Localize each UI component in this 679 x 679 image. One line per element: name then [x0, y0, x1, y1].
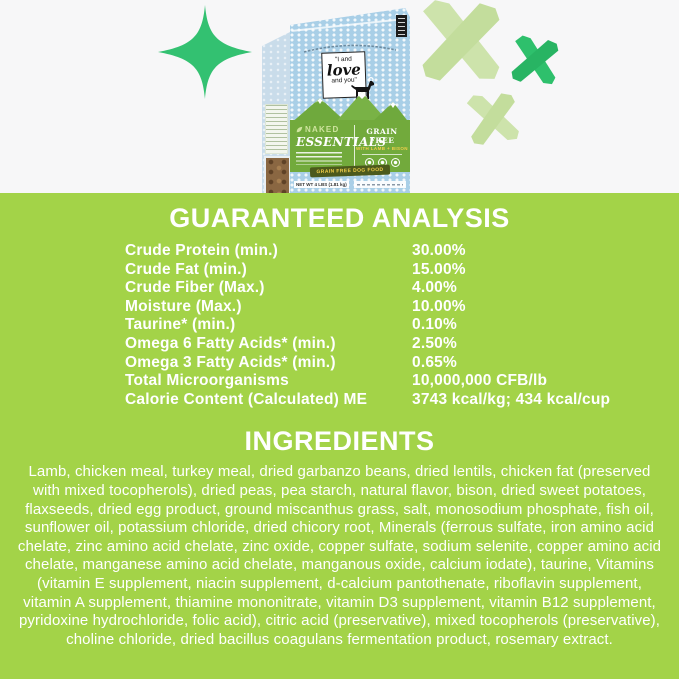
mountains-graphic: [290, 92, 410, 124]
sparkle-icon: [158, 5, 252, 99]
brand-arc-line: [303, 44, 397, 53]
feature-circle-icon: [390, 158, 400, 167]
analysis-label: Calorie Content (Calculated) ME: [125, 390, 368, 408]
analysis-value: 30.00%: [412, 242, 466, 259]
product-name-label: ESSENTIALS: [296, 135, 387, 149]
analysis-label: Total Microorganisms: [125, 372, 289, 390]
analysis-value: 0.65%: [412, 353, 457, 371]
side-info-panel: [265, 104, 288, 154]
info-section: GUARANTEED ANALYSIS Crude Protein (min.)…: [0, 193, 679, 679]
analysis-label: Omega 6 Fatty Acids* (min.): [125, 334, 336, 352]
bag-seal-tag: [396, 15, 407, 37]
analysis-row: Crude Fat (min.) 15.00%: [0, 261, 679, 280]
grain-free-banner: GRAIN FREE DOG FOOD: [309, 164, 391, 178]
analysis-row: Taurine* (min.) 0.10%: [0, 316, 679, 335]
product-bag: "I and love and you": [262, 8, 410, 194]
variant-subtitle: WITH LAMB + BISON: [356, 146, 408, 151]
tape-x-small-pale-icon: [466, 93, 519, 145]
analysis-value: 3743 kcal/kg; 434 kcal/cup: [412, 390, 611, 408]
side-strip-label: [354, 181, 406, 188]
analysis-label: Taurine* (min.): [125, 316, 236, 334]
ingredients-text: Lamb, chicken meal, turkey meal, dried g…: [17, 463, 662, 648]
analysis-row: Moisture (Max.) 10.00%: [0, 298, 679, 317]
analysis-row: Calorie Content (Calculated) ME 3743 kcal…: [0, 391, 679, 410]
variant-divider: [362, 154, 402, 155]
bag-top-seal: [292, 18, 404, 32]
ingredients-title: INGREDIENTS: [244, 426, 435, 457]
dog-silhouette-icon: [351, 76, 374, 99]
analysis-value: 0.10%: [412, 316, 457, 334]
banner-label: GRAIN FREE DOG FOOD: [316, 166, 384, 176]
fine-print-lines: [296, 152, 342, 165]
tape-x-small-green-icon: [511, 35, 559, 85]
analysis-row: Crude Fiber (Max.) 4.00%: [0, 279, 679, 298]
kibble-window: [264, 156, 290, 194]
analysis-row: Omega 6 Fatty Acids* (min.) 2.50%: [0, 335, 679, 354]
panel-divider: [354, 125, 355, 167]
product-line-label: NAKED: [305, 125, 340, 134]
analysis-row: Omega 3 Fatty Acids* (min.) 0.65%: [0, 354, 679, 373]
analysis-value: 10,000,000 CFB/lb: [412, 372, 548, 390]
analysis-value: 10.00%: [412, 297, 466, 315]
product-hero: "I and love and you": [0, 0, 679, 194]
analysis-row: Total Microorganisms 10,000,000 CFB/lb: [0, 372, 679, 391]
analysis-value: 4.00%: [412, 279, 457, 297]
variant-title: GRAIN FREE: [366, 127, 398, 145]
analysis-value: 2.50%: [412, 334, 457, 352]
analysis-label: Moisture (Max.): [125, 297, 242, 315]
analysis-label: Crude Fiber (Max.): [125, 279, 265, 297]
analysis-value: 15.00%: [412, 260, 466, 278]
leaf-icon: [296, 126, 303, 133]
analysis-label: Omega 3 Fatty Acids* (min.): [125, 353, 336, 371]
analysis-row: Crude Protein (min.) 30.00%: [0, 242, 679, 261]
analysis-label: Crude Fat (min.): [125, 260, 248, 278]
guaranteed-analysis-table: Crude Protein (min.) 30.00% Crude Fat (min…: [0, 242, 679, 409]
guaranteed-analysis-title: GUARANTEED ANALYSIS: [169, 203, 510, 233]
product-panel: NAKED ESSENTIALS GRAIN FREE WITH LAMB + …: [290, 120, 410, 172]
bag-side-gusset: [262, 32, 290, 194]
bag-front: "I and love and you": [290, 8, 410, 194]
analysis-label: Crude Protein (min.): [125, 242, 278, 259]
net-weight-label: NET WT 4 LBS (1.81 kg): [294, 181, 349, 188]
tape-x-large-icon: [422, 0, 500, 81]
